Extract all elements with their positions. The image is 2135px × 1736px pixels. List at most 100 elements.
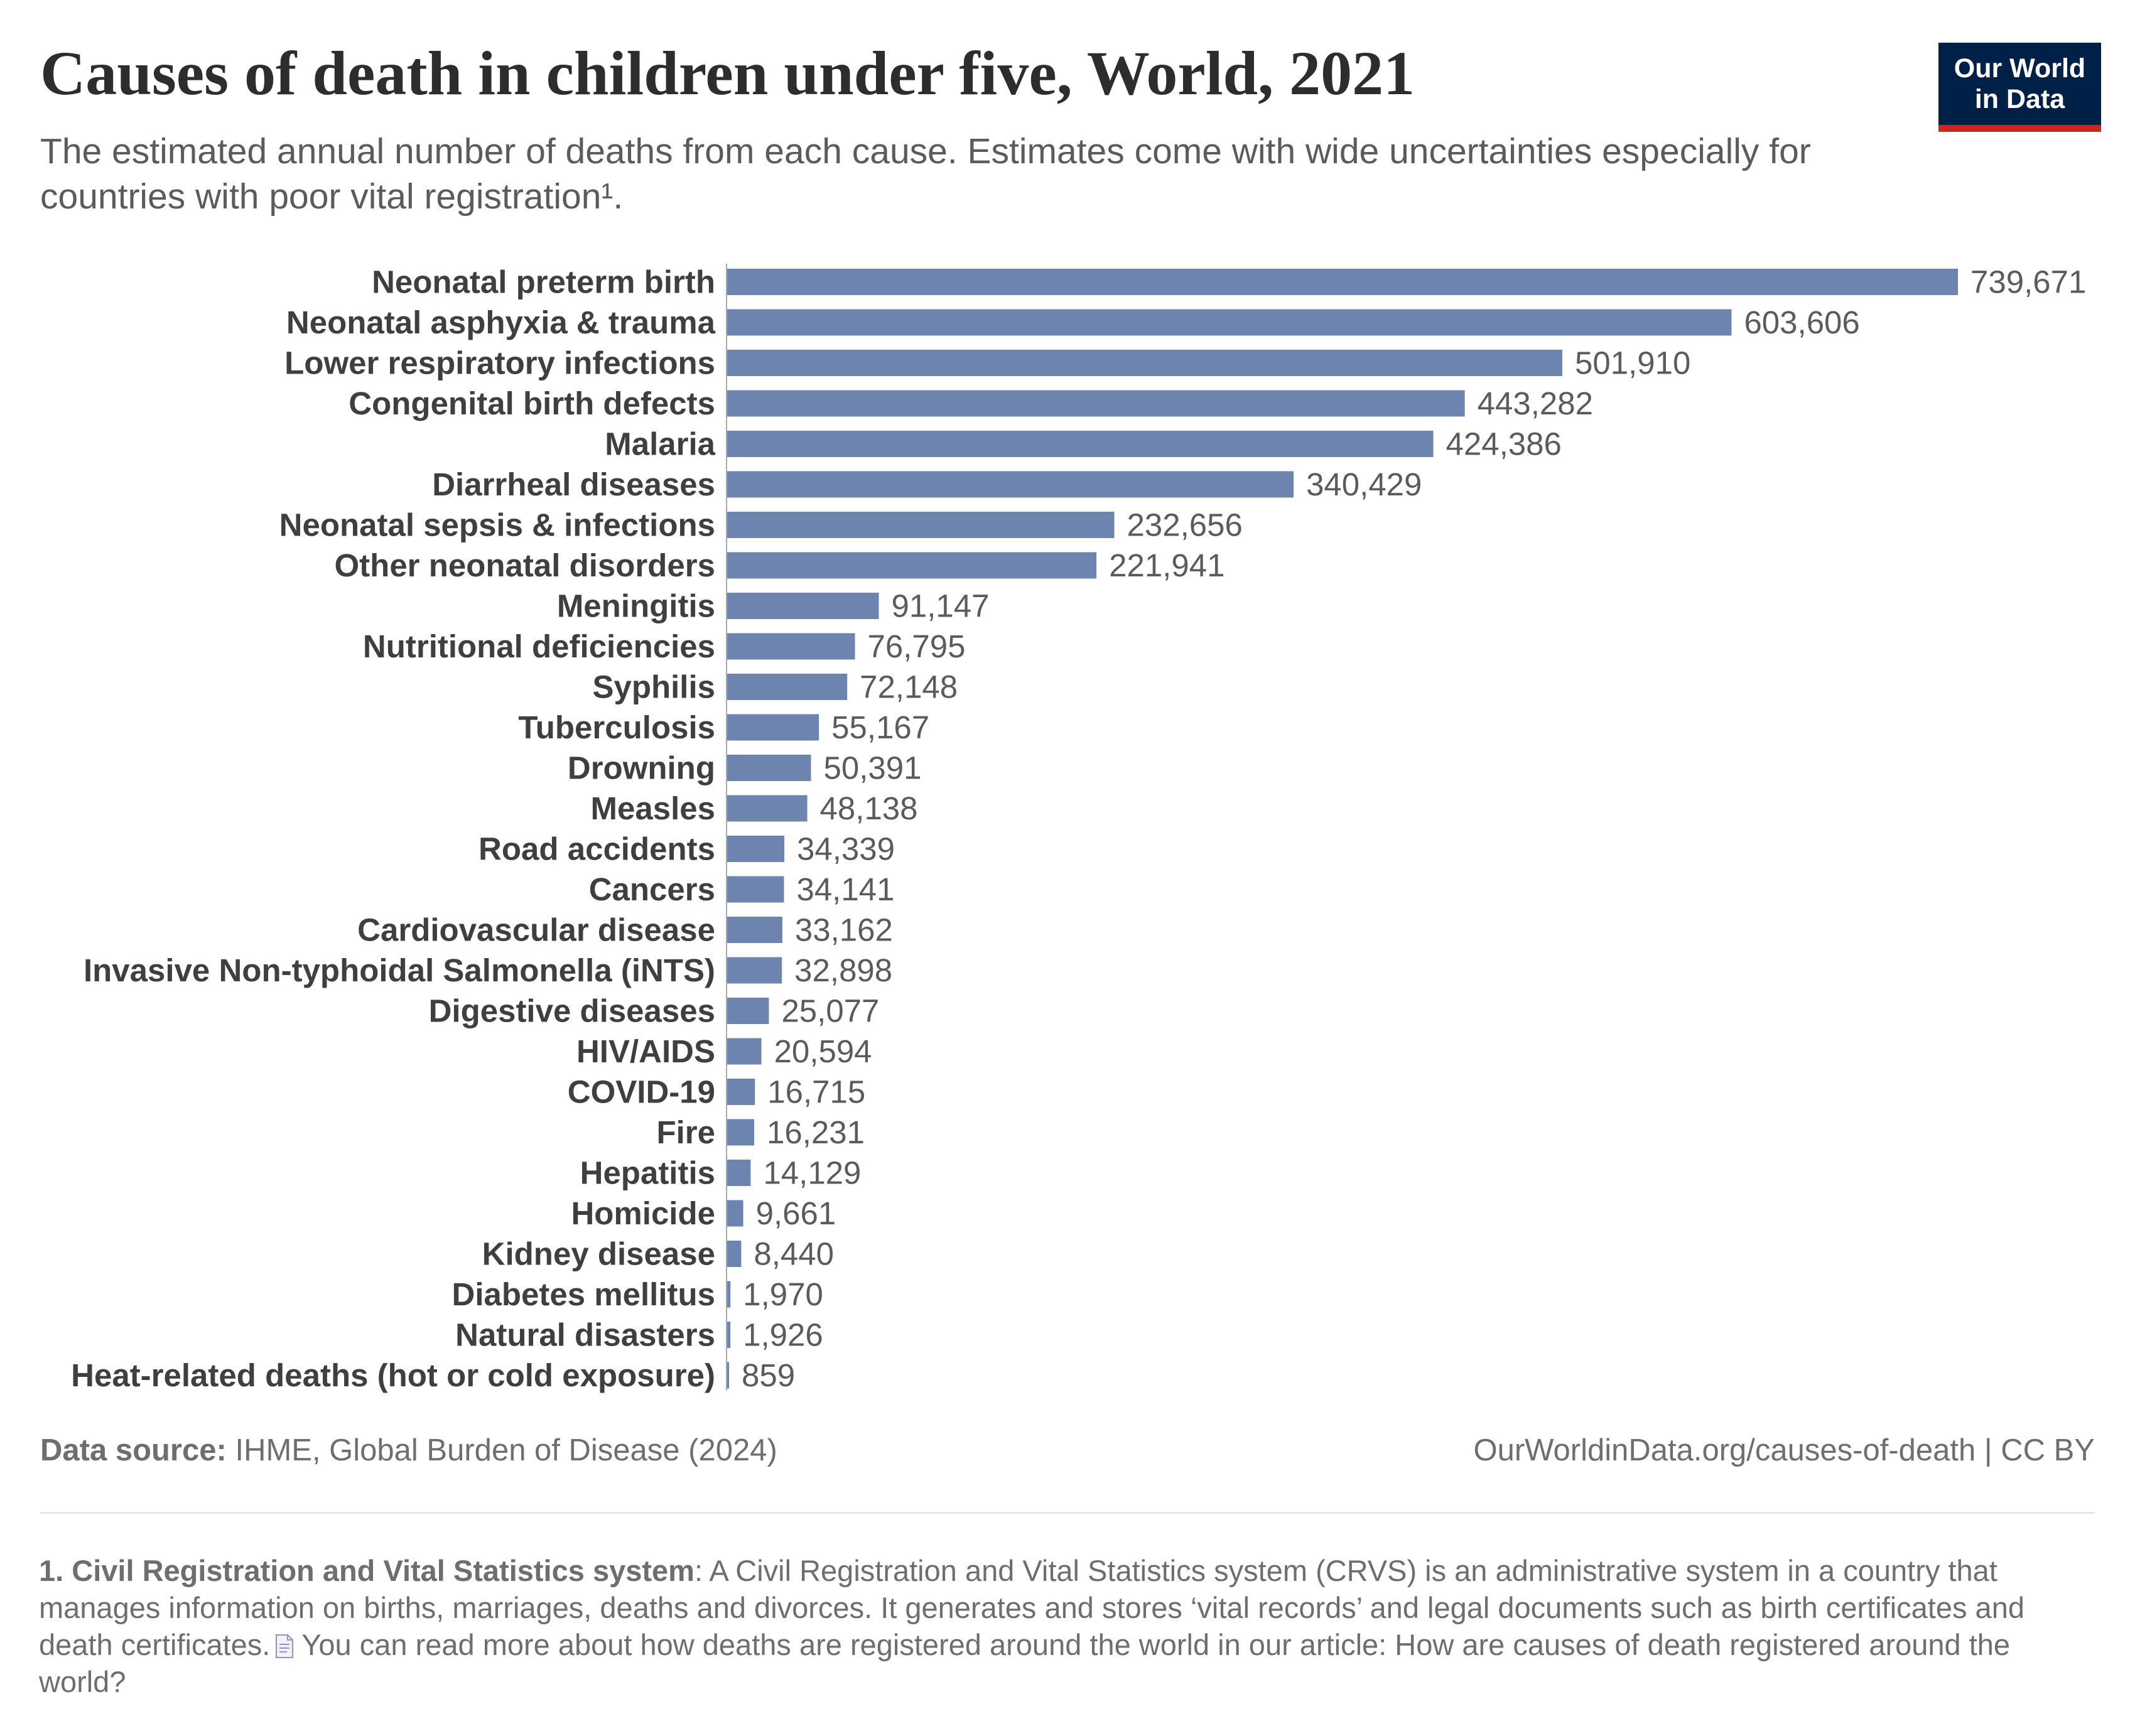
- category-label: Other neonatal disorders: [335, 547, 715, 583]
- logo-line-2: in Data: [1974, 84, 2065, 114]
- category-label: Homicide: [571, 1195, 715, 1231]
- bar[interactable]: [727, 795, 808, 822]
- bar[interactable]: [727, 1119, 755, 1146]
- category-label: Syphilis: [592, 669, 715, 705]
- value-label: 443,282: [1478, 385, 1593, 421]
- bar[interactable]: [727, 471, 1294, 498]
- category-label: Malaria: [605, 426, 715, 462]
- bar[interactable]: [727, 917, 782, 943]
- category-label: Diarrheal diseases: [432, 466, 715, 502]
- category-label: Road accidents: [478, 831, 715, 867]
- bar[interactable]: [727, 390, 1465, 417]
- category-label: Neonatal asphyxia & trauma: [286, 305, 716, 340]
- bar[interactable]: [727, 1079, 755, 1105]
- value-label: 55,167: [831, 709, 929, 745]
- chart-subtitle: The estimated annual number of deaths fr…: [40, 131, 1811, 217]
- bar[interactable]: [727, 309, 1732, 336]
- bar[interactable]: [727, 1281, 731, 1308]
- value-label: 8,440: [754, 1236, 834, 1272]
- bar[interactable]: [727, 431, 1434, 457]
- value-label: 33,162: [795, 912, 893, 948]
- bar[interactable]: [727, 1038, 762, 1065]
- category-label: Cancers: [589, 871, 715, 907]
- value-label: 603,606: [1744, 305, 1859, 340]
- category-label: Neonatal sepsis & infections: [279, 507, 715, 543]
- value-label: 32,898: [794, 952, 892, 988]
- footnote-term: 1. Civil Registration and Vital Statisti…: [39, 1554, 695, 1587]
- bar[interactable]: [727, 1362, 729, 1389]
- value-label: 16,231: [767, 1114, 865, 1150]
- category-label: Tuberculosis: [518, 709, 715, 745]
- category-label: Lower respiratory infections: [284, 345, 715, 381]
- bar[interactable]: [727, 269, 1958, 295]
- value-label: 221,941: [1109, 547, 1224, 583]
- value-label: 501,910: [1575, 345, 1690, 381]
- bar[interactable]: [727, 1322, 731, 1348]
- data-source: Data source: IHME, Global Burden of Dise…: [40, 1433, 777, 1468]
- value-label: 72,148: [860, 669, 958, 705]
- category-label: Neonatal preterm birth: [372, 264, 715, 300]
- category-label: Fire: [656, 1114, 715, 1150]
- value-label: 1,970: [743, 1276, 823, 1312]
- category-label: Hepatitis: [580, 1155, 715, 1191]
- bar-chart: Neonatal preterm birth 739,671 Neonatal as…: [71, 264, 2086, 1394]
- value-label: 50,391: [824, 750, 922, 786]
- value-label: 91,147: [892, 588, 990, 624]
- bars-group: Neonatal preterm birth 739,671 Neonatal as…: [71, 264, 2086, 1394]
- bar[interactable]: [727, 552, 1097, 579]
- category-label: Measles: [591, 790, 715, 826]
- value-label: 340,429: [1306, 466, 1422, 502]
- value-label: 9,661: [756, 1195, 836, 1231]
- source-text[interactable]: IHME, Global Burden of Disease (2024): [235, 1433, 777, 1467]
- category-label: Diabetes mellitus: [452, 1276, 715, 1312]
- document-icon: [276, 1634, 294, 1658]
- value-label: 739,671: [1970, 264, 2086, 300]
- source-url[interactable]: OurWorldinData.org/causes-of-death | CC …: [1473, 1433, 2095, 1467]
- footer-divider: [40, 1512, 2095, 1514]
- category-label: Drowning: [568, 750, 715, 786]
- value-label: 14,129: [763, 1155, 861, 1191]
- bar[interactable]: [727, 633, 855, 660]
- footnote-text: : A Civil Registration and Vital Statist…: [39, 1554, 2024, 1661]
- category-label: Meningitis: [557, 588, 715, 624]
- chart-title: Causes of death in children under five, …: [40, 38, 1415, 108]
- bar[interactable]: [727, 674, 848, 700]
- bar[interactable]: [727, 1160, 751, 1186]
- bar[interactable]: [727, 998, 769, 1024]
- value-label: 76,795: [867, 628, 965, 664]
- value-label: 34,141: [796, 871, 894, 907]
- bar[interactable]: [727, 836, 784, 862]
- category-label: Natural disasters: [455, 1317, 715, 1353]
- source-label: Data source:: [40, 1433, 227, 1467]
- category-label: Nutritional deficiencies: [363, 628, 715, 664]
- bar[interactable]: [727, 1241, 742, 1267]
- logo-line-1: Our World: [1954, 53, 2086, 84]
- category-label: Invasive Non-typhoidal Salmonella (iNTS): [84, 952, 715, 988]
- category-label: Kidney disease: [482, 1236, 715, 1272]
- value-label: 34,339: [797, 831, 895, 867]
- bar[interactable]: [727, 755, 811, 781]
- bar[interactable]: [727, 714, 819, 741]
- bar[interactable]: [727, 957, 782, 984]
- bar[interactable]: [727, 876, 784, 903]
- category-label: Heat-related deaths (hot or cold exposur…: [71, 1357, 715, 1393]
- owid-logo[interactable]: Our World in Data: [1938, 43, 2101, 132]
- value-label: 16,715: [767, 1074, 865, 1110]
- bar[interactable]: [727, 593, 879, 619]
- value-label: 232,656: [1127, 507, 1242, 543]
- footnote: 1. Civil Registration and Vital Statisti…: [39, 1552, 2080, 1700]
- category-label: Cardiovascular disease: [357, 912, 715, 948]
- bar[interactable]: [727, 350, 1562, 376]
- category-label: Digestive diseases: [429, 993, 715, 1029]
- value-label: 48,138: [820, 790, 918, 826]
- category-label: Congenital birth defects: [349, 385, 715, 421]
- footnote-article-link[interactable]: You can read more about how deaths are r…: [39, 1628, 2011, 1698]
- value-label: 859: [742, 1357, 795, 1393]
- bar[interactable]: [727, 1200, 743, 1227]
- value-label: 1,926: [743, 1317, 823, 1353]
- value-label: 424,386: [1446, 426, 1562, 462]
- category-label: HIV/AIDS: [576, 1033, 715, 1069]
- bar[interactable]: [727, 512, 1115, 538]
- value-label: 25,077: [781, 993, 879, 1029]
- value-label: 20,594: [774, 1033, 872, 1069]
